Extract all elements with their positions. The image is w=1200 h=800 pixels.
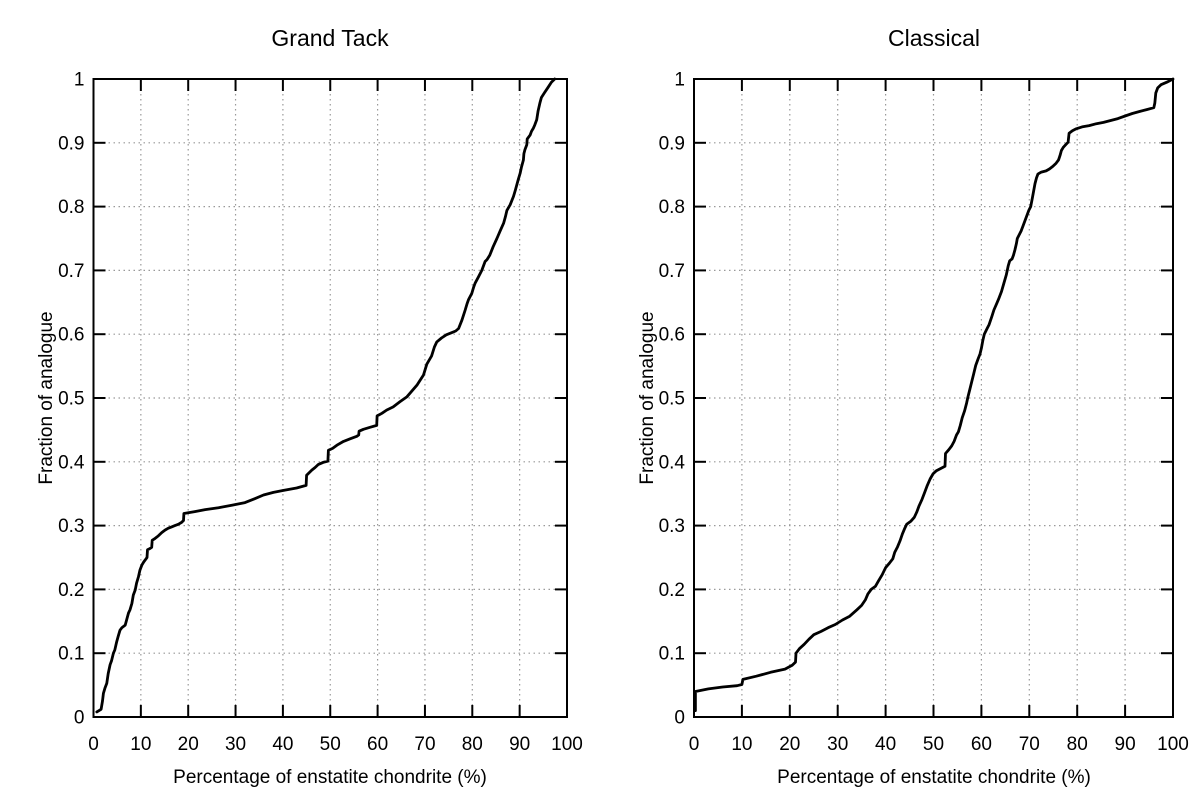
x-axis-label: Percentage of enstatite chondrite (%) bbox=[777, 767, 1091, 788]
y-tick-label: 0.6 bbox=[58, 325, 84, 346]
y-tick-label: 1 bbox=[74, 70, 85, 91]
x-tick-label: 0 bbox=[689, 734, 700, 755]
x-tick-label: 30 bbox=[827, 734, 848, 755]
y-tick-label: 0.4 bbox=[58, 452, 85, 473]
y-tick-label: 0.8 bbox=[659, 197, 685, 218]
x-tick-label: 70 bbox=[1019, 734, 1040, 755]
x-tick-label: 50 bbox=[923, 734, 944, 755]
x-axis-label: Percentage of enstatite chondrite (%) bbox=[173, 767, 487, 788]
x-tick-label: 60 bbox=[367, 734, 388, 755]
y-tick-label: 0.9 bbox=[659, 133, 685, 154]
x-tick-label: 30 bbox=[225, 734, 246, 755]
cdf-curve-cdf-grand-tack bbox=[95, 77, 557, 714]
y-tick-label: 0.7 bbox=[58, 261, 84, 282]
y-tick-label: 0.7 bbox=[659, 261, 685, 282]
x-tick-label: 60 bbox=[971, 734, 992, 755]
classical-panel: Classical Percentage of enstatite chondr… bbox=[637, 25, 1189, 788]
x-tick-label: 10 bbox=[731, 734, 752, 755]
y-tick-label: 0.1 bbox=[659, 644, 685, 665]
x-tick-label: 40 bbox=[272, 734, 293, 755]
y-tick-label: 0.2 bbox=[659, 580, 685, 601]
x-tick-label: 20 bbox=[178, 734, 199, 755]
x-tick-label: 40 bbox=[875, 734, 896, 755]
x-tick-label: 80 bbox=[1067, 734, 1088, 755]
chart-title: Classical bbox=[888, 25, 980, 51]
plot-area: 0 10 20 30 40 50 60 70 80 90 100 0 0.1 0.2 0.3 0.4 0.5 0.… bbox=[58, 70, 583, 756]
y-tick-label: 0.2 bbox=[58, 580, 84, 601]
chart-title: Grand Tack bbox=[271, 25, 389, 51]
y-axis-label: Fraction of analogue bbox=[36, 311, 57, 484]
x-tick-label: 100 bbox=[1157, 734, 1189, 755]
y-tick-label: 0.3 bbox=[659, 516, 685, 537]
y-tick-label: 1 bbox=[674, 70, 685, 91]
y-axis-label: Fraction of analogue bbox=[637, 311, 658, 484]
x-tick-label: 10 bbox=[130, 734, 151, 755]
y-tick-label: 0.8 bbox=[58, 197, 84, 218]
y-tick-label: 0 bbox=[674, 708, 685, 729]
x-tick-label: 90 bbox=[509, 734, 530, 755]
x-tick-label: 100 bbox=[551, 734, 583, 755]
y-tick-label: 0.9 bbox=[58, 133, 84, 154]
x-tick-label: 90 bbox=[1115, 734, 1136, 755]
y-tick-label: 0.1 bbox=[58, 644, 84, 665]
y-tick-label: 0.3 bbox=[58, 516, 84, 537]
x-tick-label: 50 bbox=[320, 734, 341, 755]
cdf-curve-cdf-classical bbox=[694, 77, 1175, 712]
x-tick-label: 0 bbox=[88, 734, 99, 755]
y-tick-label: 0.4 bbox=[659, 452, 686, 473]
x-tick-label: 80 bbox=[462, 734, 483, 755]
y-tick-label: 0.5 bbox=[58, 389, 84, 410]
x-tick-label: 70 bbox=[414, 734, 435, 755]
plot-area: 0 10 20 30 40 50 60 70 80 90 100 0 0.1 0.2 0.3 0.4 0.5 0.… bbox=[659, 70, 1189, 756]
y-tick-label: 0 bbox=[74, 708, 85, 729]
y-tick-label: 0.5 bbox=[659, 389, 685, 410]
grand-tack-panel: Grand Tack Percentage of enstatite chond… bbox=[36, 25, 583, 788]
y-tick-label: 0.6 bbox=[659, 325, 685, 346]
x-tick-label: 20 bbox=[779, 734, 800, 755]
